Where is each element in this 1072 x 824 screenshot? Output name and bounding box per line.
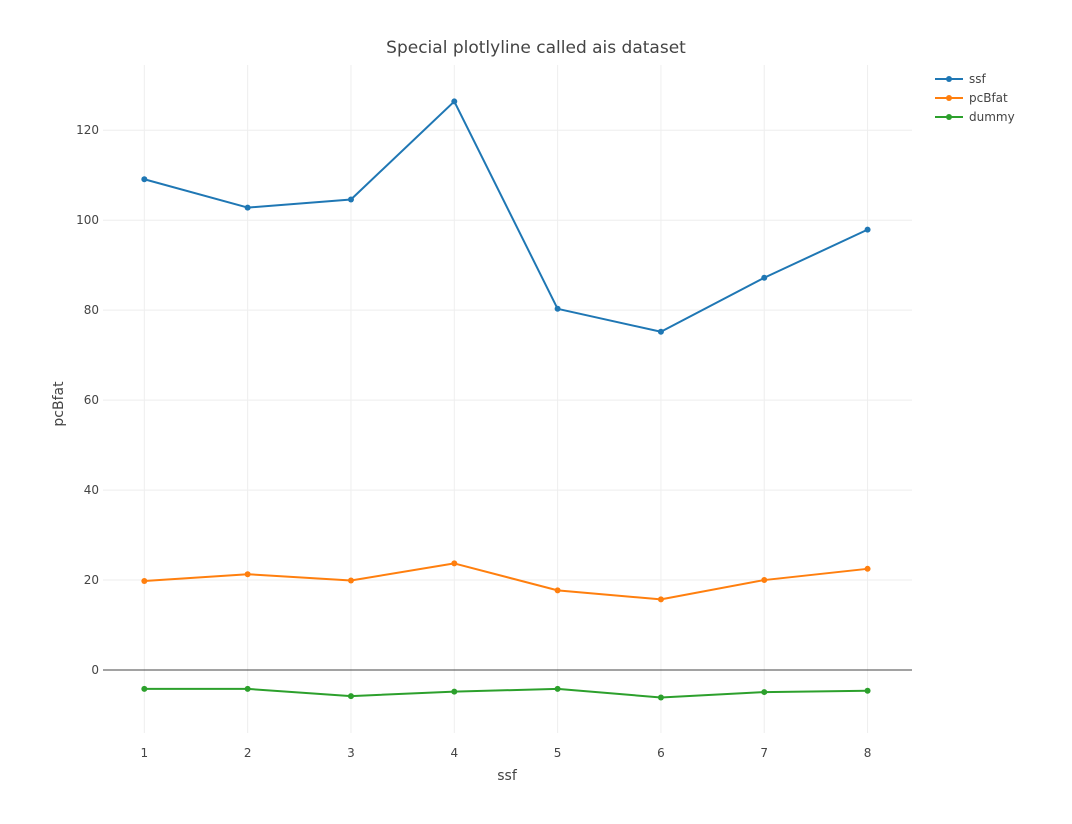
series-dummy (141, 685, 871, 701)
data-point[interactable] (761, 689, 768, 696)
series-pcBfat (141, 560, 871, 603)
series-line (144, 562, 868, 601)
x-tick-label: 4 (450, 746, 458, 760)
x-tick-label: 1 (141, 746, 149, 760)
legend-label: ssf (969, 72, 987, 86)
data-point[interactable] (657, 596, 664, 603)
series-layer (141, 98, 871, 701)
y-tick-label: 0 (91, 663, 99, 677)
legend-marker (946, 76, 952, 82)
data-point[interactable] (451, 560, 458, 567)
x-tick-label: 3 (347, 746, 355, 760)
legend-item[interactable]: pcBfat (935, 91, 1008, 105)
series-line (144, 100, 868, 333)
data-point[interactable] (657, 328, 664, 335)
legend-item[interactable]: ssf (935, 72, 987, 86)
data-point[interactable] (244, 571, 251, 578)
data-point[interactable] (554, 305, 561, 312)
data-point[interactable] (864, 226, 871, 233)
data-point[interactable] (864, 687, 871, 694)
legend-marker (946, 114, 952, 120)
legend-item[interactable]: dummy (935, 110, 1015, 124)
data-point[interactable] (347, 693, 354, 700)
y-tick-label: 80 (84, 303, 99, 317)
data-point[interactable] (347, 577, 354, 584)
legend-label: pcBfat (969, 91, 1008, 105)
data-point[interactable] (864, 565, 871, 572)
data-point[interactable] (761, 274, 768, 281)
data-point[interactable] (141, 577, 148, 584)
y-tick-label: 120 (76, 123, 99, 137)
legend[interactable]: ssf pcBfat dummy (935, 72, 1015, 124)
y-axis-title: pcBfat (51, 381, 67, 427)
data-point[interactable] (244, 685, 251, 692)
data-point[interactable] (451, 98, 458, 105)
y-tick-label: 20 (84, 573, 99, 587)
x-axis-title: ssf (497, 768, 518, 784)
data-point[interactable] (554, 685, 561, 692)
legend-label: dummy (969, 110, 1015, 124)
x-tick-label: 2 (244, 746, 252, 760)
data-point[interactable] (244, 204, 251, 211)
data-point[interactable] (347, 196, 354, 203)
data-point[interactable] (141, 685, 148, 692)
x-tick-label: 6 (657, 746, 665, 760)
grid-layer (103, 65, 912, 733)
x-tick-label: 5 (554, 746, 562, 760)
y-tick-label: 100 (76, 213, 99, 227)
data-point[interactable] (657, 694, 664, 701)
y-tick-label: 40 (84, 483, 99, 497)
x-tick-label: 8 (864, 746, 872, 760)
data-point[interactable] (451, 688, 458, 695)
series-ssf (141, 98, 871, 335)
data-point[interactable] (554, 587, 561, 594)
data-point[interactable] (141, 176, 148, 183)
chart-title: Special plotlyline called ais dataset (386, 38, 686, 58)
data-point[interactable] (761, 577, 768, 584)
y-tick-label: 60 (84, 393, 99, 407)
x-tick-label: 7 (760, 746, 768, 760)
series-line (144, 687, 868, 699)
legend-marker (946, 95, 952, 101)
